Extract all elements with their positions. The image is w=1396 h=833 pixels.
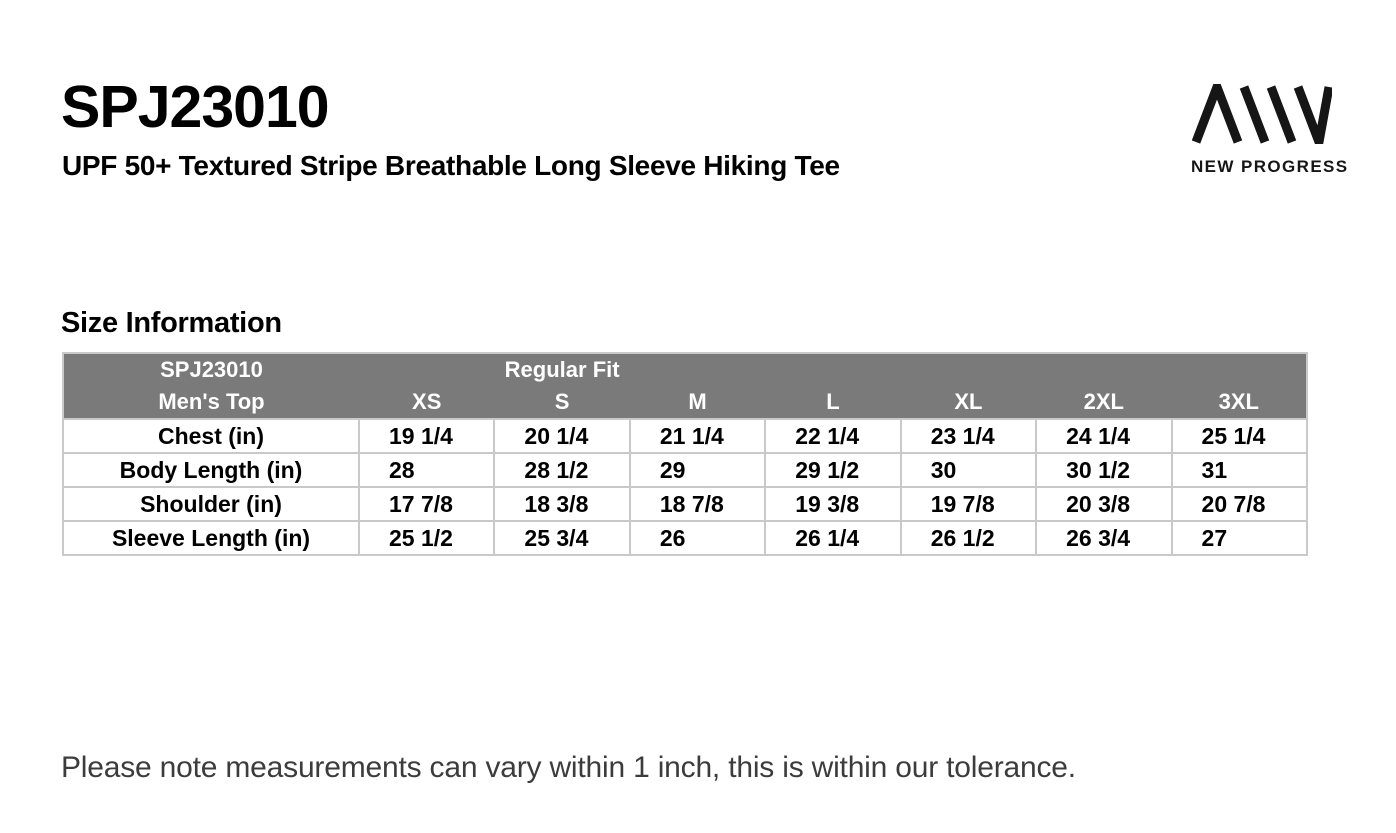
size-value-cell: 29 1/2 (764, 452, 902, 488)
fit-row-empty-cell (629, 353, 766, 386)
size-value-cell: 24 1/4 (1035, 418, 1173, 454)
size-value-cell: 25 1/4 (1170, 418, 1309, 454)
size-value-cell: 19 1/4 (357, 418, 496, 454)
size-value-cell: 19 7/8 (899, 486, 1038, 522)
size-value-cell: 28 1/2 (493, 452, 631, 488)
size-value-cell: 26 1/4 (764, 520, 902, 556)
size-value-cell: 20 1/4 (493, 418, 631, 454)
product-name-subtitle: UPF 50+ Textured Stripe Breathable Long … (62, 150, 840, 181)
size-value-cell: 28 (357, 452, 496, 488)
table-row-shoulder: Shoulder (in) 17 7/8 18 3/8 18 7/8 19 3/… (62, 486, 1309, 522)
row-label: Chest (in) (62, 418, 360, 454)
size-value-cell: 31 (1170, 452, 1309, 488)
size-value-cell: 21 1/4 (628, 418, 767, 454)
size-column-header-m: M (629, 386, 766, 419)
brand-name: NEW PROGRESS (1191, 157, 1349, 176)
table-product-code-cell: SPJ23010 (63, 353, 359, 386)
size-value-cell: 20 3/8 (1035, 486, 1173, 522)
table-size-header-row: Men's Top XS S M L XL 2XL 3XL (63, 386, 1307, 419)
brand-logo-block: NEW PROGRESS (1191, 84, 1349, 177)
fit-row-empty-cell (359, 353, 495, 386)
size-value-cell: 17 7/8 (357, 486, 496, 522)
size-value-cell: 18 7/8 (628, 486, 767, 522)
table-fit-header-row: SPJ23010 Regular Fit (63, 353, 1307, 386)
size-value-cell: 25 3/4 (493, 520, 631, 556)
fit-label-cell: Regular Fit (494, 353, 630, 386)
table-category-cell: Men's Top (63, 386, 359, 419)
size-value-cell: 18 3/8 (493, 486, 631, 522)
size-column-header-3xl: 3XL (1171, 386, 1307, 419)
size-value-cell: 30 (899, 452, 1038, 488)
size-column-header-2xl: 2XL (1036, 386, 1172, 419)
row-label: Sleeve Length (in) (62, 520, 360, 556)
size-table: SPJ23010 Regular Fit Men's Top XS S M L … (62, 352, 1309, 556)
size-value-cell: 26 (628, 520, 767, 556)
size-value-cell: 29 (628, 452, 767, 488)
aw-monogram-icon (1192, 84, 1332, 144)
fit-row-empty-cell (765, 353, 901, 386)
size-value-cell: 25 1/2 (357, 520, 496, 556)
fit-row-empty-cell (1036, 353, 1172, 386)
size-column-header-s: S (494, 386, 630, 419)
size-value-cell: 26 3/4 (1035, 520, 1173, 556)
size-value-cell: 22 1/4 (764, 418, 902, 454)
size-value-cell: 27 (1170, 520, 1309, 556)
row-label: Shoulder (in) (62, 486, 360, 522)
size-information-heading: Size Information (61, 307, 282, 339)
size-value-cell: 26 1/2 (899, 520, 1038, 556)
row-label: Body Length (in) (62, 452, 360, 488)
product-code-title: SPJ23010 (61, 74, 330, 140)
size-column-header-l: L (765, 386, 901, 419)
fit-row-empty-cell (900, 353, 1037, 386)
fit-row-empty-cell (1171, 353, 1307, 386)
size-value-cell: 23 1/4 (899, 418, 1038, 454)
size-value-cell: 30 1/2 (1035, 452, 1173, 488)
size-column-header-xs: XS (359, 386, 495, 419)
table-row-sleeve-length: Sleeve Length (in) 25 1/2 25 3/4 26 26 1… (62, 520, 1309, 556)
table-row-chest: Chest (in) 19 1/4 20 1/4 21 1/4 22 1/4 2… (62, 418, 1309, 454)
size-value-cell: 19 3/8 (764, 486, 902, 522)
tolerance-note: Please note measurements can vary within… (61, 751, 1076, 784)
table-row-body-length: Body Length (in) 28 28 1/2 29 29 1/2 30 … (62, 452, 1309, 488)
size-value-cell: 20 7/8 (1170, 486, 1309, 522)
size-column-header-xl: XL (900, 386, 1037, 419)
